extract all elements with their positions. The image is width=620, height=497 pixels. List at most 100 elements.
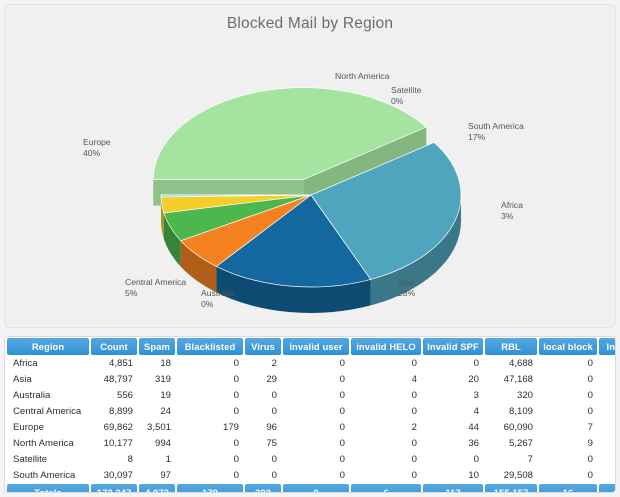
pie-chart-svg [152,87,462,313]
col-header-blacklisted[interactable]: Blacklisted [177,338,243,355]
totals-virus: 202 [245,484,281,492]
col-header-invalid-spf[interactable]: Invalid SPF [423,338,483,355]
col-header-count[interactable]: Count [91,338,137,355]
cell-local-block: 0 [587,470,593,481]
chart-panel: Blocked Mail by Region Europe 40% Asia 2… [4,4,616,328]
cell-virus: 0 [271,406,277,417]
cell-blacklisted: 0 [233,470,239,481]
cell-inv-sender: 113 [599,356,615,371]
cell-blacklisted: 0 [233,438,239,449]
cell-count: 8 [127,454,133,465]
col-header-rbl[interactable]: RBL [485,338,537,355]
cell-rbl: 320 [516,390,533,401]
cell-rbl: 4,688 [508,358,533,369]
pie-label-asia-name: Asia [398,277,415,287]
cell-inv-sender: 215 [599,468,615,483]
cell-invalid-user: 0 [339,406,345,417]
cell-invalid-spf: 36 [468,438,479,449]
cell-virus: 0 [271,454,277,465]
cell-local-block: 0 [587,390,593,401]
cell-spam: 3,501 [146,422,171,433]
totals-rbl: 155,157 [485,484,537,492]
cell-spam: 18 [160,358,171,369]
table-row[interactable]: Central America 8,899 24 0 0 0 0 4 8,109 0 713 [7,404,615,419]
cell-local-block: 0 [587,406,593,417]
cell-invalid-spf: 20 [468,374,479,385]
table-row[interactable]: Africa 4,851 18 0 2 0 0 0 4,688 0 113 [7,356,615,371]
pie-label-satellite-name: Satellite [391,85,422,95]
cell-invalid-helo: 2 [411,422,417,433]
region-stats-table-container: Region Count Spam Blacklisted Virus inva… [4,336,616,493]
cell-spam: 319 [154,374,171,385]
col-header-local-block[interactable]: local block [539,338,597,355]
cell-invalid-user: 0 [339,438,345,449]
cell-invalid-user: 0 [339,470,345,481]
col-header-virus[interactable]: Virus [245,338,281,355]
pie-label-satellite: Satellite 0% [391,85,422,107]
pie-label-europe-percent: 40% [83,148,101,158]
col-header-spam[interactable]: Spam [139,338,175,355]
cell-inv-sender: 0 [599,452,615,467]
table-totals-row: Totals 173,247 4,973 179 202 0 6 117 155… [7,484,615,492]
pie-label-satellite-percent: 0% [391,96,404,106]
cell-invalid-helo: 4 [411,374,417,385]
col-header-invalid-helo[interactable]: invalid HELO [351,338,421,355]
totals-count: 173,247 [91,484,137,492]
cell-virus: 2 [271,358,277,369]
col-header-invalid-user[interactable]: invalid user [283,338,349,355]
cell-virus: 0 [271,470,277,481]
cell-inv-sender: 3,321 [599,436,615,451]
cell-invalid-spf: 44 [468,422,479,433]
pie-label-central-america-name: Central America [125,277,187,287]
table-row[interactable]: Satellite8100000700 [7,452,615,467]
pie-label-central-america: Central America 5% [125,277,186,299]
table-row[interactable]: Europe 69,862 3,501 179 96 0 2 44 60,090 7 3,395 [7,420,615,435]
table-row[interactable]: South America 30,097 97 0 0 0 0 10 29,508 0 215 [7,468,615,483]
cell-region: Asia [13,374,32,385]
cell-inv-sender: 713 [599,404,615,419]
pie-label-australia: Australia 0% [201,288,234,310]
region-stats-table: Region Count Spam Blacklisted Virus inva… [5,337,615,492]
pie-label-south-america-name: South America [468,121,524,131]
cell-count: 4,851 [108,358,133,369]
totals-inv-sender: 8,789 [599,484,615,492]
cell-count: 556 [116,390,133,401]
cell-count: 10,177 [103,438,133,449]
cell-region: Africa [13,358,38,369]
pie-slice-asia[interactable] [310,142,462,280]
cell-virus: 75 [266,438,277,449]
col-header-region[interactable]: Region [7,338,89,355]
cell-invalid-user: 0 [339,374,345,385]
pie-label-south-america: South America 17% [468,121,524,143]
pie-label-australia-name: Australia [201,288,235,298]
pie-label-africa: Africa 3% [501,200,523,222]
pie-label-asia-percent: 28% [398,288,416,298]
totals-invalid-user: 0 [283,484,349,492]
cell-blacklisted: 179 [222,422,239,433]
cell-spam: 994 [154,438,171,449]
totals-local-block: 16 [539,484,597,492]
cell-rbl: 7 [527,454,533,465]
cell-count: 8,899 [108,406,133,417]
cell-count: 30,097 [103,470,133,481]
cell-invalid-helo: 0 [411,390,417,401]
cell-region: Central America [13,406,82,417]
cell-region: North America [13,438,74,449]
cell-virus: 0 [271,390,277,401]
pie-slice-south-america[interactable] [215,194,372,288]
cell-blacklisted: 0 [233,374,239,385]
cell-region: Europe [13,422,44,433]
cell-inv-sender: 3,395 [599,420,615,435]
col-header-inv-sender[interactable]: Inv. Sender [599,338,615,355]
table-row[interactable]: North America 10,177 994 0 75 0 0 36 5,267 9 3,321 [7,436,615,451]
cell-rbl: 60,090 [503,422,533,433]
cell-virus: 96 [266,422,277,433]
cell-local-block: 0 [587,358,593,369]
cell-local-block: 0 [587,454,593,465]
table-row[interactable]: Asia 48,797 319 0 29 0 4 20 47,168 0 834 [7,372,615,387]
pie-label-south-america-percent: 17% [468,132,486,142]
cell-spam: 97 [160,470,171,481]
cell-invalid-spf: 0 [473,358,479,369]
table-row[interactable]: Australia 556 19 0 0 0 0 3 320 0 198 [7,388,615,403]
pie-slice-europe[interactable] [152,87,427,180]
